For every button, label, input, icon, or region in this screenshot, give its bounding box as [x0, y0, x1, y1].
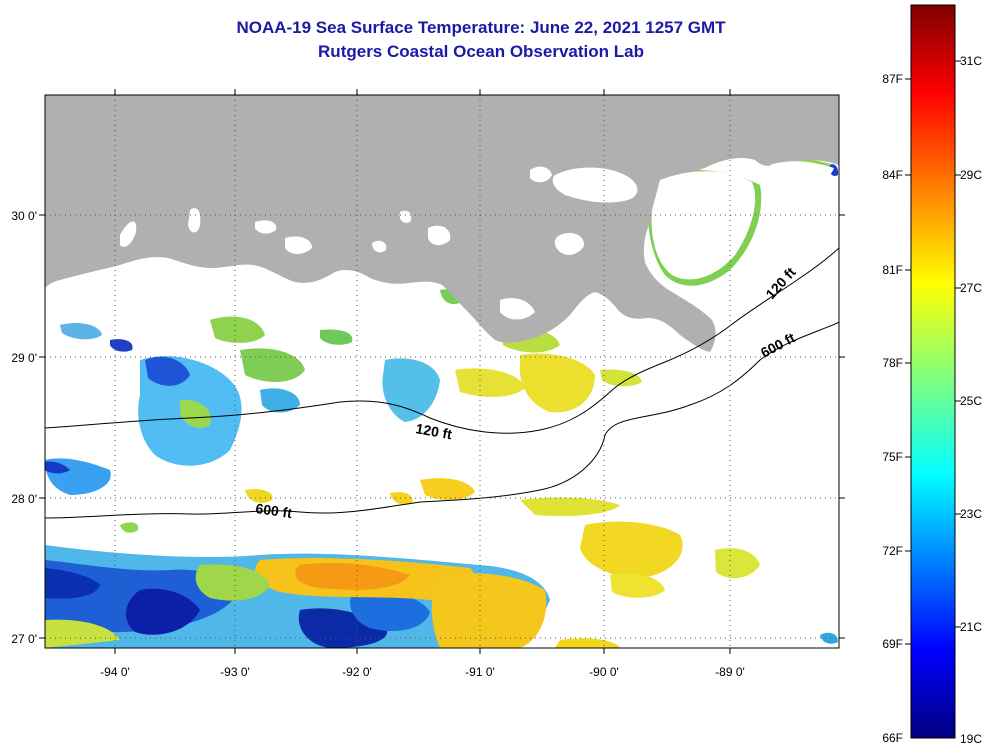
lon-label-92: -92 0': [342, 665, 372, 679]
map-frame: [44, 94, 840, 649]
graticule: [45, 95, 839, 648]
colorbar-label-27c: 27C: [960, 281, 982, 295]
lon-label-91: -91 0': [465, 665, 495, 679]
temperature-colorbar: [910, 4, 956, 739]
contour-label-600ft: 600 ft: [255, 500, 294, 521]
colorbar-label-66f: 66F: [882, 731, 903, 745]
lat-label-28: 28 0': [11, 492, 37, 506]
colorbar-label-81f: 81F: [882, 263, 903, 277]
lat-label-29: 29 0': [11, 351, 37, 365]
axis-ticks: [39, 89, 845, 654]
map-title-line-1: NOAA-19 Sea Surface Temperature: June 22…: [236, 18, 726, 37]
map-title-line-2: Rutgers Coastal Ocean Observation Lab: [318, 42, 644, 61]
colorbar-label-23c: 23C: [960, 507, 982, 521]
land-mass: [45, 95, 839, 352]
colorbar-label-75f: 75F: [882, 450, 903, 464]
coastal-bays: [120, 161, 834, 320]
lat-label-27: 27 0': [11, 632, 37, 646]
colorbar-label-72f: 72F: [882, 544, 903, 558]
contour-label-120ft: 120 ft: [414, 420, 453, 442]
colorbar-label-21c: 21C: [960, 620, 982, 634]
contour-120ft-west: [45, 247, 839, 434]
colorbar-label-84f: 84F: [882, 168, 903, 182]
lon-label-90: -90 0': [589, 665, 619, 679]
lat-label-30: 30 0': [11, 209, 37, 223]
colorbar-label-19c: 19C: [960, 732, 982, 746]
colorbar-label-78f: 78F: [882, 356, 903, 370]
bathymetry-contours: [45, 247, 839, 519]
colorbar-label-25c: 25C: [960, 394, 982, 408]
contour-600ft: [45, 321, 839, 519]
colorbar-label-69f: 69F: [882, 637, 903, 651]
lon-label-94: -94 0': [100, 665, 130, 679]
lon-label-93: -93 0': [220, 665, 250, 679]
colorbar-ticks: [905, 60, 961, 645]
lon-label-89: -89 0': [715, 665, 745, 679]
colorbar-label-29c: 29C: [960, 168, 982, 182]
colorbar-label-31c: 31C: [960, 54, 982, 68]
colorbar-label-87f: 87F: [882, 72, 903, 86]
